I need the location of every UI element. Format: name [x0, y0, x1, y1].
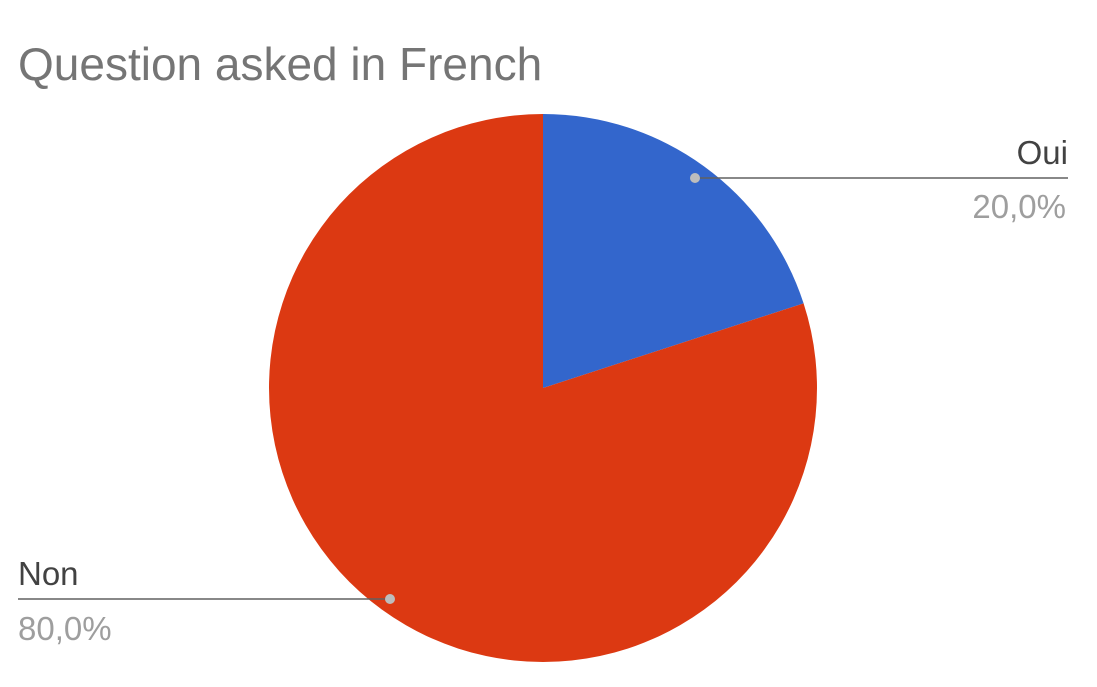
slice-value-oui: 20,0%	[972, 188, 1066, 225]
pie-slices	[269, 114, 817, 662]
callout-oui: Oui 20,0%	[690, 134, 1068, 225]
slice-label-oui: Oui	[1017, 134, 1068, 171]
slice-value-non: 80,0%	[18, 610, 112, 647]
callout-oui-dot	[690, 173, 700, 183]
callout-non: Non 80,0%	[18, 555, 395, 647]
pie-slice-non	[269, 114, 817, 662]
callout-non-dot	[385, 594, 395, 604]
slice-label-non: Non	[18, 555, 79, 592]
pie-slice-oui	[543, 114, 804, 388]
chart-title: Question asked in French	[18, 38, 542, 90]
